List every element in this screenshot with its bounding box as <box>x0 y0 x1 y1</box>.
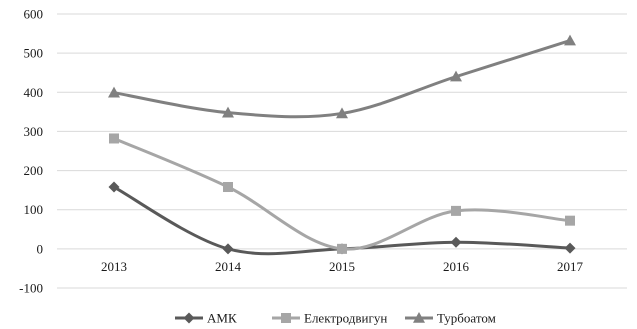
series-lines <box>108 34 576 256</box>
series-line <box>112 136 572 251</box>
y-tick-label: 300 <box>24 124 44 139</box>
y-tick-label: 200 <box>24 163 44 178</box>
y-tick-label: 100 <box>24 202 44 217</box>
data-point <box>450 70 462 82</box>
y-tick-label: 0 <box>37 241 44 256</box>
data-point <box>337 243 347 254</box>
y-tick-label: 600 <box>24 7 44 22</box>
y-axis-tick-labels: -100 0 100 200 300 400 500 600 <box>19 7 43 296</box>
y-tick-label: 400 <box>24 85 44 100</box>
data-point <box>109 133 119 144</box>
x-tick-label: 2017 <box>557 259 584 274</box>
legend-label: Електродвигун <box>304 311 387 326</box>
data-point <box>108 86 120 98</box>
legend-label: Турбоатом <box>437 311 496 326</box>
x-tick-label: 2015 <box>329 259 355 274</box>
legend-marker <box>413 312 425 323</box>
legend-item: Електродвигун <box>272 311 387 326</box>
x-tick-label: 2013 <box>101 259 127 274</box>
legend-marker <box>281 313 291 323</box>
data-point <box>222 243 234 255</box>
data-point <box>451 205 461 216</box>
data-point <box>336 107 348 119</box>
data-point <box>223 182 233 193</box>
data-point <box>108 181 120 193</box>
series-2 <box>109 133 575 254</box>
legend-item: АМК <box>175 311 237 326</box>
x-tick-label: 2016 <box>443 259 470 274</box>
y-tick-label: 500 <box>24 46 44 61</box>
data-point <box>222 106 234 118</box>
data-point <box>450 236 462 248</box>
x-tick-label: 2014 <box>215 259 242 274</box>
series-3 <box>108 34 576 119</box>
legend-marker <box>183 312 195 324</box>
series-line <box>112 39 572 119</box>
series-1 <box>108 181 576 256</box>
data-point <box>564 242 576 254</box>
legend: АМК Електродвигун Турбоатом <box>175 311 496 326</box>
legend-item: Турбоатом <box>405 311 496 326</box>
data-point <box>564 34 576 46</box>
legend-label: АМК <box>207 311 237 326</box>
data-point <box>565 215 575 226</box>
y-tick-label: -100 <box>19 281 43 296</box>
x-axis-tick-labels: 2013 2014 2015 2016 2017 <box>101 259 584 274</box>
